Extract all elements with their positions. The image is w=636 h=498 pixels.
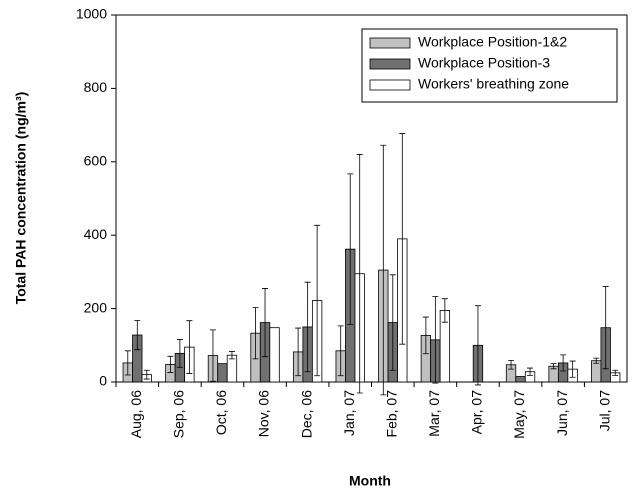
- legend-swatch: [369, 58, 411, 70]
- bar: [269, 327, 280, 383]
- x-tick-label: Sep, 06: [171, 390, 187, 438]
- y-tick-label: 600: [84, 153, 108, 169]
- x-tick-label: Feb, 07: [383, 390, 399, 438]
- y-tick-label: 400: [84, 226, 108, 242]
- error-bar: [356, 154, 363, 394]
- error-bar: [176, 339, 183, 368]
- error-bar: [314, 224, 321, 377]
- error-bar: [593, 357, 600, 364]
- error-bar: [399, 133, 406, 345]
- error-bar: [474, 305, 481, 386]
- x-tick-label: Oct, 06: [213, 390, 229, 435]
- bar: [515, 376, 526, 383]
- y-axis-label: Total PAH concentration (ng/m³): [13, 92, 29, 305]
- y-tick-label: 800: [84, 79, 108, 95]
- legend-label: Workplace Position-1&2: [418, 34, 567, 50]
- error-bar: [560, 354, 567, 372]
- error-bar: [602, 286, 609, 370]
- error-bar: [295, 327, 302, 377]
- x-tick-label: Jan, 07: [341, 390, 357, 436]
- error-bar: [550, 363, 557, 370]
- error-bar: [337, 325, 344, 377]
- y-tick-label: 200: [84, 299, 108, 315]
- legend-swatch: [369, 79, 411, 91]
- error-bar: [134, 319, 141, 351]
- error-bar: [432, 296, 439, 384]
- error-bar: [186, 320, 193, 374]
- x-tick-label: Nov, 06: [256, 390, 272, 437]
- error-bar: [347, 173, 354, 325]
- error-bar: [209, 329, 216, 382]
- error-bar: [569, 360, 576, 378]
- x-tick-label: Dec, 06: [298, 390, 314, 438]
- error-bar: [304, 281, 311, 373]
- y-tick-label: 1000: [76, 6, 107, 22]
- error-bar: [167, 355, 174, 373]
- x-tick-label: May, 07: [511, 390, 527, 439]
- x-axis-label: Month: [349, 473, 391, 489]
- error-bar: [612, 369, 619, 376]
- error-bar: [143, 369, 150, 380]
- x-tick-label: Jun, 07: [554, 390, 570, 436]
- error-bar: [508, 359, 515, 370]
- error-bar: [228, 351, 235, 360]
- error-bar: [252, 307, 259, 360]
- legend-swatch: [369, 37, 411, 49]
- x-tick-label: Jul, 07: [596, 390, 612, 431]
- bar: [217, 363, 228, 383]
- error-bar: [124, 350, 131, 376]
- error-bar: [527, 367, 534, 376]
- x-tick-label: Apr, 07: [469, 390, 485, 435]
- error-bar: [441, 298, 448, 323]
- legend-label: Workplace Position-3: [418, 55, 550, 71]
- error-bar: [422, 316, 429, 355]
- legend-label: Workers' breathing zone: [418, 76, 569, 92]
- y-tick-label: 0: [99, 373, 107, 389]
- error-bar: [389, 274, 396, 371]
- x-tick-label: Mar, 07: [426, 390, 442, 437]
- bar: [591, 360, 602, 383]
- error-bar: [380, 144, 387, 396]
- x-tick-label: Aug, 06: [128, 390, 144, 438]
- error-bar: [262, 288, 269, 358]
